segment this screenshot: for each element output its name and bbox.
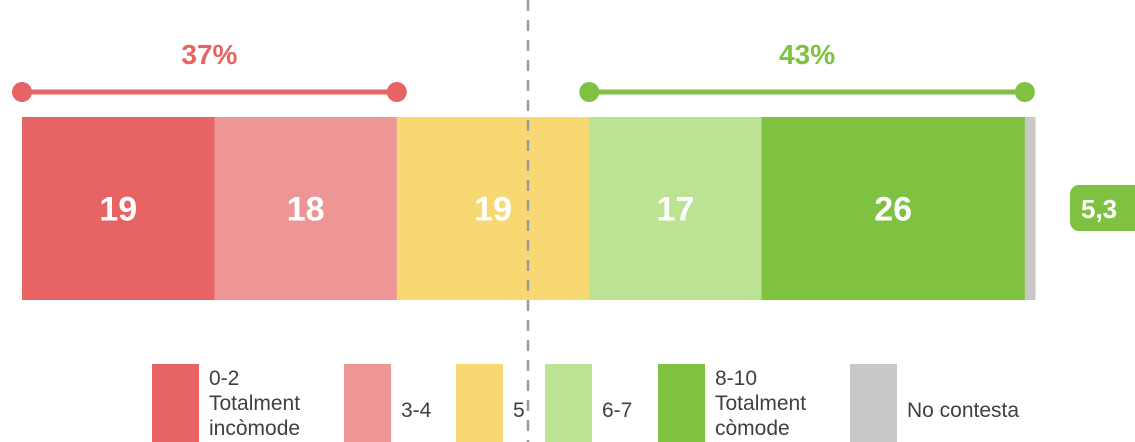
legend-label-0-line-0: 0-2 [209, 367, 239, 390]
bar-layer: 19 18 19 17 26 [22, 117, 1036, 300]
group-percentage-label-0: 37% [181, 39, 237, 70]
legend-label-1: 3-4 [401, 399, 432, 422]
legend-swatch-5 [850, 364, 897, 442]
legend-label-2: 5 [513, 399, 525, 422]
legend-label-5: No contesta [907, 399, 1019, 422]
group-bracket-dot-end-0 [386, 82, 407, 102]
group-percentage-label-1: 43% [779, 39, 835, 70]
bar-value-label-1: 18 [287, 191, 325, 229]
group-bracket-dot-start-0 [12, 82, 32, 102]
legend-label-0-line-1: Totalment [209, 392, 300, 415]
bar-segment-3 [589, 117, 762, 300]
bar-value-label-3: 17 [656, 191, 694, 229]
bar-segment-4 [761, 117, 1026, 300]
bar-segment-5 [1024, 117, 1036, 300]
group-bracket-dot-end-1 [1014, 82, 1035, 102]
group-bracket-dot-start-1 [579, 82, 600, 102]
bar-value-label-2: 19 [474, 191, 512, 229]
legend-swatch-3 [545, 364, 592, 442]
legend-label-0-line-2: incòmode [209, 417, 300, 440]
mean-badge-layer: 5,3 [1070, 185, 1135, 231]
legend-label-4-line-1: Totalment [715, 392, 806, 415]
bar-value-label-0: 19 [99, 191, 137, 229]
group-bracket-layer: 37% 43% [12, 39, 1035, 102]
legend-swatch-0 [152, 364, 199, 442]
mean-value-label: 5,3 [1081, 194, 1117, 224]
legend-swatch-1 [344, 364, 391, 442]
bar-segment-2 [396, 117, 590, 300]
mean-badge [1070, 185, 1135, 231]
bar-segment-1 [214, 117, 398, 300]
legend-swatch-4 [658, 364, 705, 442]
bar-segment-0 [22, 117, 215, 300]
legend-swatch-2 [456, 364, 503, 442]
bar-value-label-4: 26 [874, 191, 912, 229]
legend-label-3: 6-7 [602, 399, 632, 422]
legend-label-4-line-2: còmode [715, 417, 790, 440]
legend-label-4-line-0: 8-10 [715, 367, 757, 390]
